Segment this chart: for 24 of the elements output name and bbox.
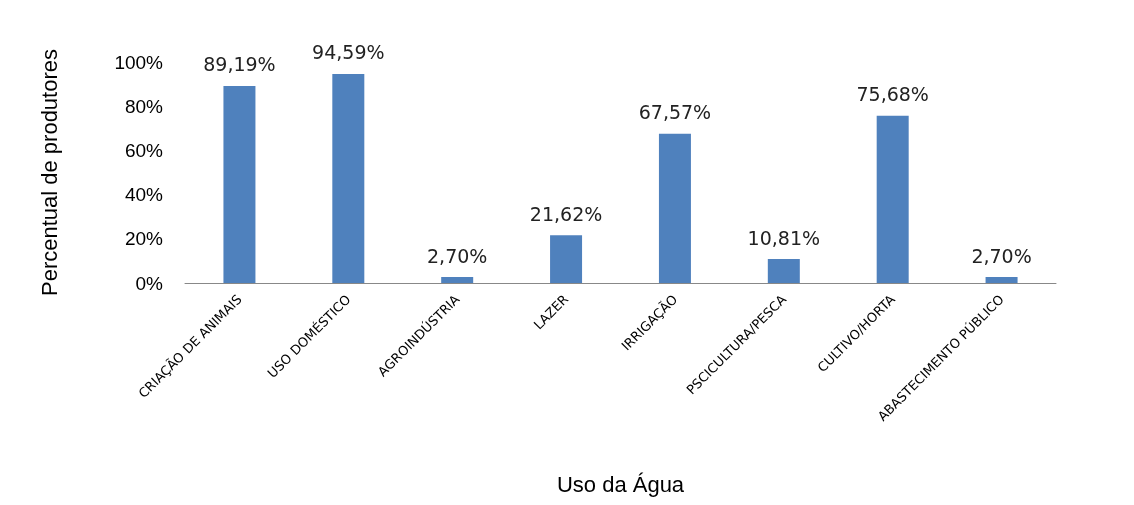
y-tick-label: 40% bbox=[124, 184, 164, 206]
bar bbox=[441, 277, 474, 283]
y-tick-label: 100% bbox=[114, 51, 164, 73]
data-label: 10,81% bbox=[747, 226, 821, 249]
y-tick-label: 60% bbox=[124, 139, 164, 161]
data-label: 2,70% bbox=[427, 244, 488, 267]
data-label: 75,68% bbox=[856, 83, 929, 106]
data-label: 94,59% bbox=[312, 41, 385, 64]
bar bbox=[876, 115, 909, 283]
data-label: 89,19% bbox=[203, 53, 276, 76]
bar bbox=[658, 133, 691, 283]
y-axis-title: Percentual de produtores bbox=[36, 48, 62, 297]
bar bbox=[332, 73, 365, 283]
y-tick-label: 20% bbox=[124, 228, 164, 250]
y-tick-label: 0% bbox=[135, 272, 164, 294]
bar bbox=[223, 85, 256, 283]
bar bbox=[550, 235, 583, 283]
bar bbox=[985, 277, 1018, 283]
x-axis-title: Uso da Água bbox=[556, 471, 685, 497]
data-label: 67,57% bbox=[638, 101, 712, 124]
bar bbox=[767, 259, 800, 283]
y-tick-label: 80% bbox=[124, 95, 164, 117]
data-label: 2,70% bbox=[971, 244, 1032, 267]
data-label: 21,62% bbox=[529, 202, 603, 225]
